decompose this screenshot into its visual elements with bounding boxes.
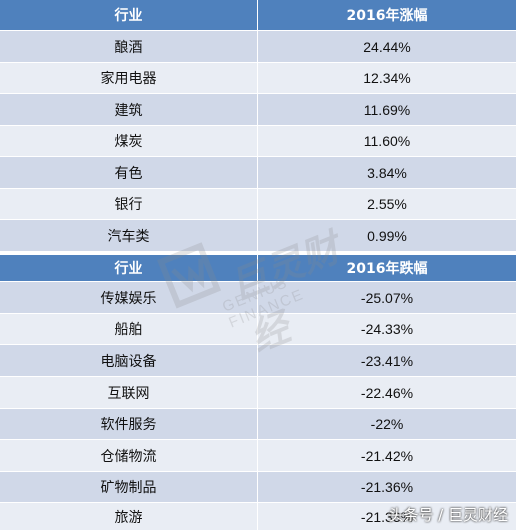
table-row: 电脑设备 -23.41% [0, 345, 516, 377]
industry-cell: 家用电器 [0, 63, 258, 93]
source-credit: 头条号 / 巨灵财经 [388, 506, 508, 524]
table-row: 传媒娱乐 -25.07% [0, 282, 516, 314]
change-cell: -21.36% [360, 479, 414, 495]
industry-cell: 煤炭 [0, 126, 258, 156]
table-row: 有色 3.84% [0, 157, 516, 189]
change-cell: -22% [370, 416, 404, 432]
change-cell: -21.33% [360, 508, 414, 525]
header-change: 2016年跌幅 [346, 261, 428, 277]
change-cell: -24.33% [360, 321, 414, 337]
industry-cell: 船舶 [0, 314, 258, 344]
table-row: 酿酒 24.44% [0, 31, 516, 63]
change-cell: -21.42% [360, 447, 414, 464]
change-cell: -25.07% [360, 289, 414, 306]
table-row: 建筑 11.69% [0, 94, 516, 126]
header-industry: 行业 [0, 255, 258, 281]
change-cell: 12.34% [363, 70, 411, 86]
change-cell: 0.99% [367, 227, 407, 244]
table-row: 银行 2.55% [0, 189, 516, 220]
industry-cell: 有色 [0, 157, 258, 188]
change-cell: 11.60% [363, 133, 411, 149]
header-industry: 行业 [0, 0, 258, 30]
table-row: 软件服务 -22% [0, 409, 516, 440]
industry-cell: 矿物制品 [0, 472, 258, 502]
industry-cell: 互联网 [0, 377, 258, 408]
table-row: 仓储物流 -21.42% [0, 440, 516, 472]
industry-cell: 传媒娱乐 [0, 282, 258, 313]
change-cell: -23.41% [360, 352, 414, 369]
table-row: 互联网 -22.46% [0, 377, 516, 409]
industry-cell: 酿酒 [0, 31, 258, 62]
table-row: 旅游 -21.33% [0, 503, 516, 531]
table-row: 煤炭 11.60% [0, 126, 516, 157]
industry-cell: 电脑设备 [0, 345, 258, 376]
table-row: 汽车类 0.99% [0, 220, 516, 252]
change-cell: 3.84% [367, 164, 407, 181]
table-row: 矿物制品 -21.36% [0, 472, 516, 503]
fall-table-header: 行业 2016年跌幅 [0, 255, 516, 282]
industry-cell: 银行 [0, 189, 258, 219]
change-cell: 2.55% [367, 196, 407, 212]
change-cell: 24.44% [363, 38, 411, 55]
table-row: 家用电器 12.34% [0, 63, 516, 94]
header-change: 2016年涨幅 [346, 8, 428, 24]
change-cell: 11.69% [363, 101, 411, 118]
industry-cell: 汽车类 [0, 220, 258, 251]
change-cell: -22.46% [360, 384, 414, 401]
rise-table-header: 行业 2016年涨幅 [0, 0, 516, 31]
table-divider [0, 252, 516, 255]
industry-cell: 软件服务 [0, 409, 258, 439]
table-row: 船舶 -24.33% [0, 314, 516, 345]
industry-cell: 建筑 [0, 94, 258, 125]
industry-cell: 旅游 [0, 503, 258, 530]
industry-cell: 仓储物流 [0, 440, 258, 471]
